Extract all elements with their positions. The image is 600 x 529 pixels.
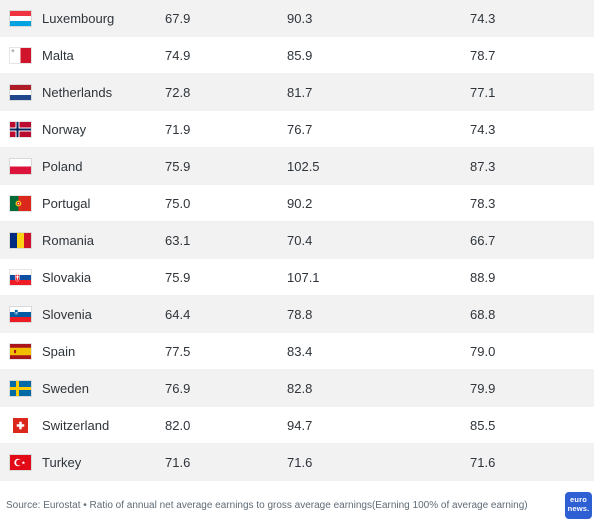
flag-poland-icon (10, 159, 31, 174)
country-cell: Spain (0, 343, 165, 359)
col1-value: 67.9 (165, 11, 191, 26)
country-cell: Netherlands (0, 85, 165, 100)
table-row: Turkey 71.6 71.6 71.6 (0, 444, 594, 481)
col2-value: 83.4 (287, 343, 313, 359)
col3-value: 85.5 (470, 417, 496, 433)
col3-value: 78.3 (470, 195, 496, 211)
col3-value: 66.7 (470, 233, 496, 248)
col3-value: 71.6 (470, 455, 496, 470)
country-cell: Slovakia (0, 269, 165, 285)
col2-value: 107.1 (287, 269, 320, 285)
flag-luxembourg-icon (10, 11, 31, 26)
col3-value: 74.3 (470, 11, 496, 26)
col1-value: 75.9 (165, 159, 191, 174)
flag-netherlands-icon (10, 85, 31, 100)
country-label: Spain (42, 343, 76, 359)
col3-value: 77.1 (470, 85, 496, 100)
country-cell: Sweden (0, 381, 165, 396)
country-label: Turkey (42, 455, 82, 470)
col1-value: 71.6 (165, 455, 191, 470)
earnings-ratio-table: Luxembourg 67.9 90.3 74.3 Malta 74.9 85.… (0, 0, 594, 481)
col1-value: 64.4 (165, 307, 191, 322)
country-cell: Slovenia (0, 307, 165, 322)
country-label: Norway (42, 121, 87, 137)
table-row: Malta 74.9 85.9 78.7 (0, 37, 594, 74)
flag-slovakia-icon (10, 269, 31, 285)
flag-portugal-icon (10, 195, 31, 211)
col2-value: 71.6 (287, 455, 313, 470)
table-row: Portugal 75.0 90.2 78.3 (0, 185, 594, 222)
country-cell: Luxembourg (0, 11, 165, 26)
col1-value: 74.9 (165, 47, 191, 63)
country-cell: Romania (0, 233, 165, 248)
flag-switzerland-icon (10, 417, 31, 433)
col2-value: 70.4 (287, 233, 313, 248)
col1-value: 71.9 (165, 121, 191, 137)
country-label: Netherlands (42, 85, 113, 100)
col3-value: 87.3 (470, 159, 496, 174)
country-label: Luxembourg (42, 11, 115, 26)
col1-value: 82.0 (165, 417, 191, 433)
table-row: Norway 71.9 76.7 74.3 (0, 111, 594, 148)
flag-sweden-icon (10, 381, 31, 396)
col3-value: 68.8 (470, 307, 496, 322)
flag-norway-icon (10, 121, 31, 137)
source-note: Source: Eurostat • Ratio of annual net a… (6, 499, 528, 511)
country-cell: Poland (0, 159, 165, 174)
col2-value: 76.7 (287, 121, 313, 137)
table-row: Poland 75.9 102.5 87.3 (0, 148, 594, 185)
table-row: Switzerland 82.0 94.7 85.5 (0, 407, 594, 444)
country-cell: Norway (0, 121, 165, 137)
country-cell: Malta (0, 47, 165, 63)
col1-value: 77.5 (165, 343, 191, 359)
flag-slovenia-icon (10, 307, 31, 322)
table-row: Slovenia 64.4 78.8 68.8 (0, 296, 594, 333)
country-label: Malta (42, 47, 74, 63)
col2-value: 102.5 (287, 159, 320, 174)
col2-value: 82.8 (287, 381, 313, 396)
col3-value: 79.9 (470, 381, 496, 396)
country-label: Slovakia (42, 269, 92, 285)
col2-value: 78.8 (287, 307, 313, 322)
euronews-logo: euro news. (565, 491, 592, 519)
flag-romania-icon (10, 233, 31, 248)
table-row: Netherlands 72.8 81.7 77.1 (0, 74, 594, 111)
country-cell: Turkey (0, 455, 165, 470)
country-label: Slovenia (42, 307, 92, 322)
col1-value: 75.9 (165, 269, 191, 285)
flag-turkey-icon (10, 455, 31, 470)
table-row: Sweden 76.9 82.8 79.9 (0, 370, 594, 407)
table-row: Romania 63.1 70.4 66.7 (0, 222, 594, 259)
col2-value: 90.2 (287, 195, 313, 211)
country-label: Poland (42, 159, 83, 174)
country-cell: Portugal (0, 195, 165, 211)
table-footer: Source: Eurostat • Ratio of annual net a… (0, 481, 600, 529)
table-row: Slovakia 75.9 107.1 88.9 (0, 259, 594, 296)
col2-value: 94.7 (287, 417, 313, 433)
country-cell: Switzerland (0, 417, 165, 433)
euronews-logo-line1: euro (569, 495, 588, 505)
flag-spain-icon (10, 343, 31, 359)
country-label: Switzerland (42, 417, 110, 433)
col1-value: 72.8 (165, 85, 191, 100)
col2-value: 81.7 (287, 85, 313, 100)
table-row: Luxembourg 67.9 90.3 74.3 (0, 0, 594, 37)
col1-value: 63.1 (165, 233, 191, 248)
country-label: Portugal (42, 195, 91, 211)
flag-malta-icon (10, 47, 31, 63)
col2-value: 85.9 (287, 47, 313, 63)
col2-value: 90.3 (287, 11, 313, 26)
col3-value: 79.0 (470, 343, 496, 359)
col3-value: 88.9 (470, 269, 496, 285)
col1-value: 75.0 (165, 195, 191, 211)
col3-value: 78.7 (470, 47, 496, 63)
col3-value: 74.3 (470, 121, 496, 137)
country-label: Sweden (42, 381, 89, 396)
country-label: Romania (42, 233, 95, 248)
euronews-logo-line2: news. (567, 504, 590, 513)
table-row: Spain 77.5 83.4 79.0 (0, 333, 594, 370)
col1-value: 76.9 (165, 381, 191, 396)
